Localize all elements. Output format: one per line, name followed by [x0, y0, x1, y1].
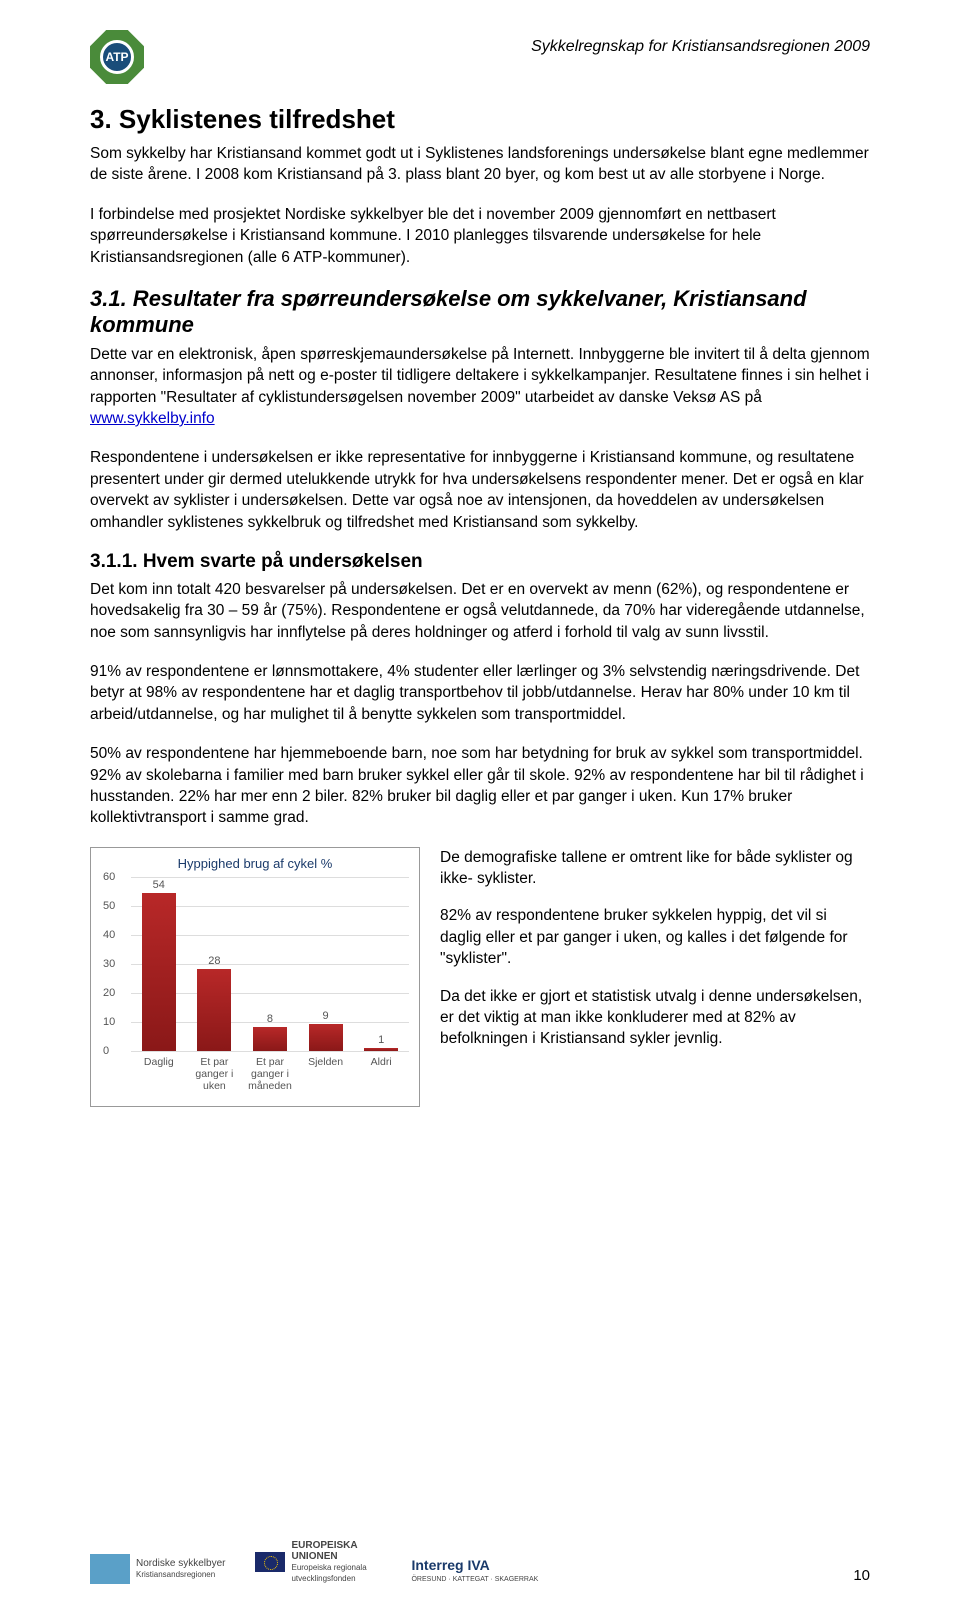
- chart-bar-value-label: 28: [208, 955, 220, 967]
- chart-bar-value-label: 1: [378, 1034, 384, 1046]
- chart-bar: 54: [140, 879, 178, 1051]
- chart-and-text-row: Hyppighed brug af cykel % 0 10 20 30 40 50 60 5…: [90, 847, 870, 1107]
- chart-ytick: 40: [103, 929, 115, 941]
- chart-x-label: Et par ganger i måneden: [245, 1056, 295, 1092]
- chart-x-label: Aldri: [356, 1056, 406, 1092]
- chart-x-label: Daglig: [134, 1056, 184, 1092]
- paragraph-2: I forbindelse med prosjektet Nordiske sy…: [90, 204, 870, 268]
- chart-bar: 28: [195, 955, 233, 1051]
- sykkelby-link[interactable]: www.sykkelby.info: [90, 410, 215, 427]
- chart-bar-value-label: 9: [323, 1010, 329, 1022]
- side-paragraph-2: 82% av respondentene bruker sykkelen hyp…: [440, 905, 870, 969]
- footer-eu-line2: UNIONEN: [291, 1551, 337, 1562]
- sykkelbyer-icon: [90, 1554, 130, 1584]
- heading-3: 3.1.1. Hvem svarte på undersøkelsen: [90, 551, 870, 573]
- chart-bar-value-label: 8: [267, 1013, 273, 1025]
- atp-logo: ATP: [90, 30, 144, 84]
- footer-logo1-sub: Kristiansandsregionen: [136, 1570, 215, 1579]
- paragraph-5: Det kom inn totalt 420 besvarelser på un…: [90, 579, 870, 643]
- chart-bar: 8: [251, 1013, 289, 1050]
- side-paragraphs: De demografiske tallene er omtrent like …: [440, 847, 870, 1107]
- cycle-frequency-chart: Hyppighed brug af cykel % 0 10 20 30 40 50 60 5…: [90, 847, 420, 1107]
- chart-bar-value-label: 54: [153, 879, 165, 891]
- chart-ytick: 50: [103, 900, 115, 912]
- chart-x-label: Sjelden: [301, 1056, 351, 1092]
- page-footer: Nordiske sykkelbyer Kristiansandsregione…: [90, 1540, 870, 1584]
- paragraph-1: Som sykkelby har Kristiansand kommet god…: [90, 143, 870, 186]
- paragraph-6: 91% av respondentene er lønnsmottakere, …: [90, 661, 870, 725]
- chart-title: Hyppighed brug af cykel %: [101, 856, 409, 871]
- chart-ytick: 30: [103, 958, 115, 970]
- heading-1: 3. Syklistenes tilfredshet: [90, 104, 870, 135]
- atp-logo-text: ATP: [100, 40, 134, 74]
- paragraph-7: 50% av respondentene har hjemmeboende ba…: [90, 743, 870, 829]
- chart-x-label: Et par ganger i uken: [189, 1056, 239, 1092]
- footer-logo-interreg: Interreg IVA ÖRESUND · KATTEGAT · SKAGER…: [411, 1558, 538, 1584]
- side-paragraph-1: De demografiske tallene er omtrent like …: [440, 847, 870, 890]
- footer-interreg-text: Interreg IVA: [411, 1557, 489, 1573]
- page-header: ATP Sykkelregnskap for Kristiansandsregi…: [90, 30, 870, 84]
- footer-logo-sykkelbyer: Nordiske sykkelbyer Kristiansandsregione…: [90, 1554, 225, 1584]
- footer-logo1-text: Nordiske sykkelbyer: [136, 1558, 225, 1569]
- footer-eu-line3: Europeiska regionala utvecklingsfonden: [291, 1563, 366, 1583]
- chart-x-labels: DagligEt par ganger i ukenEt par ganger …: [131, 1056, 409, 1092]
- chart-bar: 9: [307, 1010, 345, 1050]
- footer-eu-line1: EUROPEISKA: [291, 1540, 357, 1551]
- paragraph-3-text: Dette var en elektronisk, åpen spørreskj…: [90, 346, 870, 406]
- chart-plot-area: 01020304050605428891: [131, 877, 409, 1052]
- paragraph-3: Dette var en elektronisk, åpen spørreskj…: [90, 344, 870, 430]
- chart-ytick: 10: [103, 1016, 115, 1028]
- page-number: 10: [853, 1567, 870, 1584]
- paragraph-4: Respondentene i undersøkelsen er ikke re…: [90, 447, 870, 533]
- chart-ytick: 60: [103, 871, 115, 883]
- chart-ytick: 20: [103, 987, 115, 999]
- chart-ytick: 0: [103, 1045, 109, 1057]
- side-paragraph-3: Da det ikke er gjort et statistisk utval…: [440, 986, 870, 1050]
- heading-2: 3.1. Resultater fra spørreundersøkelse o…: [90, 286, 870, 338]
- footer-logo-eu: EUROPEISKA UNIONEN Europeiska regionala …: [255, 1540, 381, 1584]
- eu-flag-icon: [255, 1552, 285, 1572]
- chart-bar: 1: [362, 1034, 400, 1051]
- footer-interreg-sub: ÖRESUND · KATTEGAT · SKAGERRAK: [411, 1576, 538, 1583]
- document-title: Sykkelregnskap for Kristiansandsregionen…: [531, 38, 870, 56]
